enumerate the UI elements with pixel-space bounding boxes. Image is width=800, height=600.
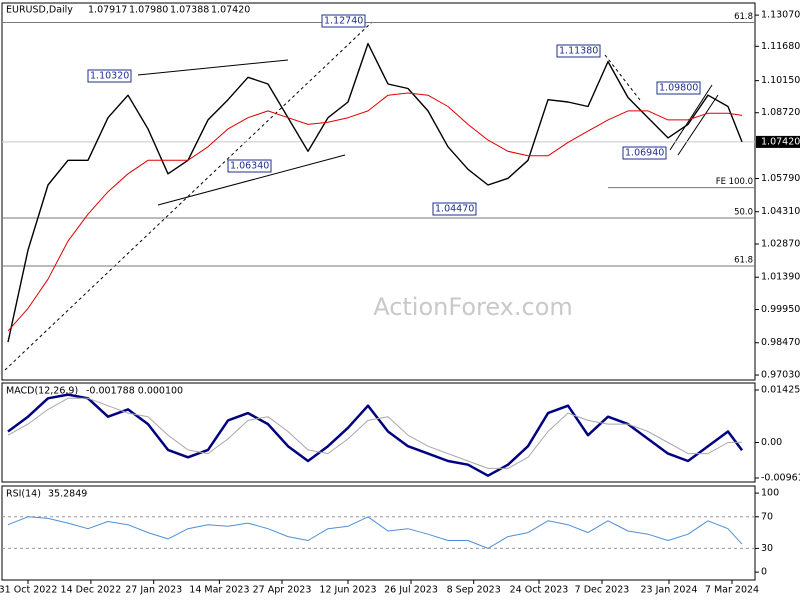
price-label-box: [321, 14, 366, 28]
trendlines: [4, 21, 719, 371]
ohlc-high: 1.07980: [129, 5, 168, 16]
price-label: 1.09800: [659, 83, 698, 94]
y-tick-label: 1.05790: [761, 173, 800, 184]
y-tick-label: 0.97030: [761, 370, 800, 381]
y-tick-label: 70: [761, 511, 773, 522]
x-tick-label: 7 Mar 2024: [705, 585, 759, 596]
level-label: 61.8: [734, 12, 753, 22]
x-tick-label: 31 Oct 2022: [0, 585, 57, 596]
x-tick-label: 26 Jul 2023: [384, 585, 438, 596]
y-tick-label: 1.01390: [761, 272, 800, 283]
price-label: 1.12740: [324, 16, 363, 27]
price-label-box: [227, 159, 272, 173]
ohlc-open: 1.07917: [88, 5, 127, 16]
panel-frame: [1, 382, 756, 483]
y-tick-label: 30: [761, 543, 773, 554]
symbol-title: EURUSD,Daily: [6, 5, 73, 16]
level-label: 61.8: [734, 256, 753, 266]
trendline: [669, 84, 713, 151]
y-tick-label: 1.11680: [761, 41, 800, 52]
trendline: [137, 59, 289, 76]
watermark: ActionForex.com: [373, 293, 573, 321]
y-tick-label: -0.009617: [761, 473, 800, 484]
price-label: 1.10320: [90, 71, 129, 82]
price-label: 1.11380: [559, 46, 598, 57]
trendline: [677, 94, 719, 156]
last-price-label: 1.07420: [761, 136, 800, 147]
level-label: 50.0: [734, 207, 753, 217]
panel-frame: [1, 2, 756, 381]
x-tick-label: 27 Jan 2023: [125, 585, 182, 596]
price-label: 1.04470: [435, 204, 474, 215]
y-tick-label: 0.99950: [761, 304, 800, 315]
price-label-box: [622, 146, 667, 160]
panel-frame: [1, 485, 756, 581]
y-tick-label: 1.08720: [761, 107, 800, 118]
series-line: [7, 92, 743, 332]
y-tick-label: 1.04310: [761, 206, 800, 217]
level-label: FE 100.0: [716, 177, 753, 187]
price-label-box: [656, 81, 701, 95]
x-tick-label: 14 Dec 2022: [61, 585, 122, 596]
x-tick-label: 23 Jan 2024: [641, 585, 698, 596]
indicator-readout: -0.001788 0.000100: [86, 386, 183, 397]
y-tick-label: 1.10150: [761, 75, 800, 86]
series-line: [7, 397, 743, 469]
trendline: [4, 21, 373, 371]
y-tick-label: 100: [761, 488, 779, 499]
price-label-box: [556, 44, 601, 58]
y-tick-label: 0.00: [761, 437, 782, 448]
y-tick-label: 0: [761, 567, 767, 578]
price-label-box: [432, 202, 477, 216]
series-line: [7, 516, 743, 549]
price-label-box: [87, 69, 132, 83]
x-tick-label: 27 Apr 2023: [253, 585, 312, 596]
x-tick-label: 24 Oct 2023: [510, 585, 569, 596]
ohlc-close: 1.07420: [211, 5, 250, 16]
indicator-readout: 35.2849: [48, 489, 87, 500]
last-price-box: [756, 135, 800, 148]
y-tick-label: 1.02870: [761, 239, 800, 250]
price-label: 1.06940: [625, 148, 664, 159]
price-label: 1.06340: [230, 161, 269, 172]
x-tick-label: 8 Sep 2023: [447, 585, 501, 596]
x-tick-label: 7 Dec 2023: [575, 585, 630, 596]
indicator-title: RSI(14): [6, 489, 41, 500]
trendline: [157, 154, 346, 206]
ohlc-low: 1.07388: [170, 5, 209, 16]
x-tick-label: 14 Mar 2023: [189, 585, 249, 596]
y-tick-label: 0.98470: [761, 337, 800, 348]
x-tick-label: 12 Jun 2023: [319, 585, 376, 596]
y-tick-label: 1.13070: [761, 10, 800, 21]
series-line: [7, 42, 743, 343]
y-tick-label: 0.014251: [761, 385, 800, 396]
indicator-title: MACD(12,26,9): [6, 386, 78, 397]
